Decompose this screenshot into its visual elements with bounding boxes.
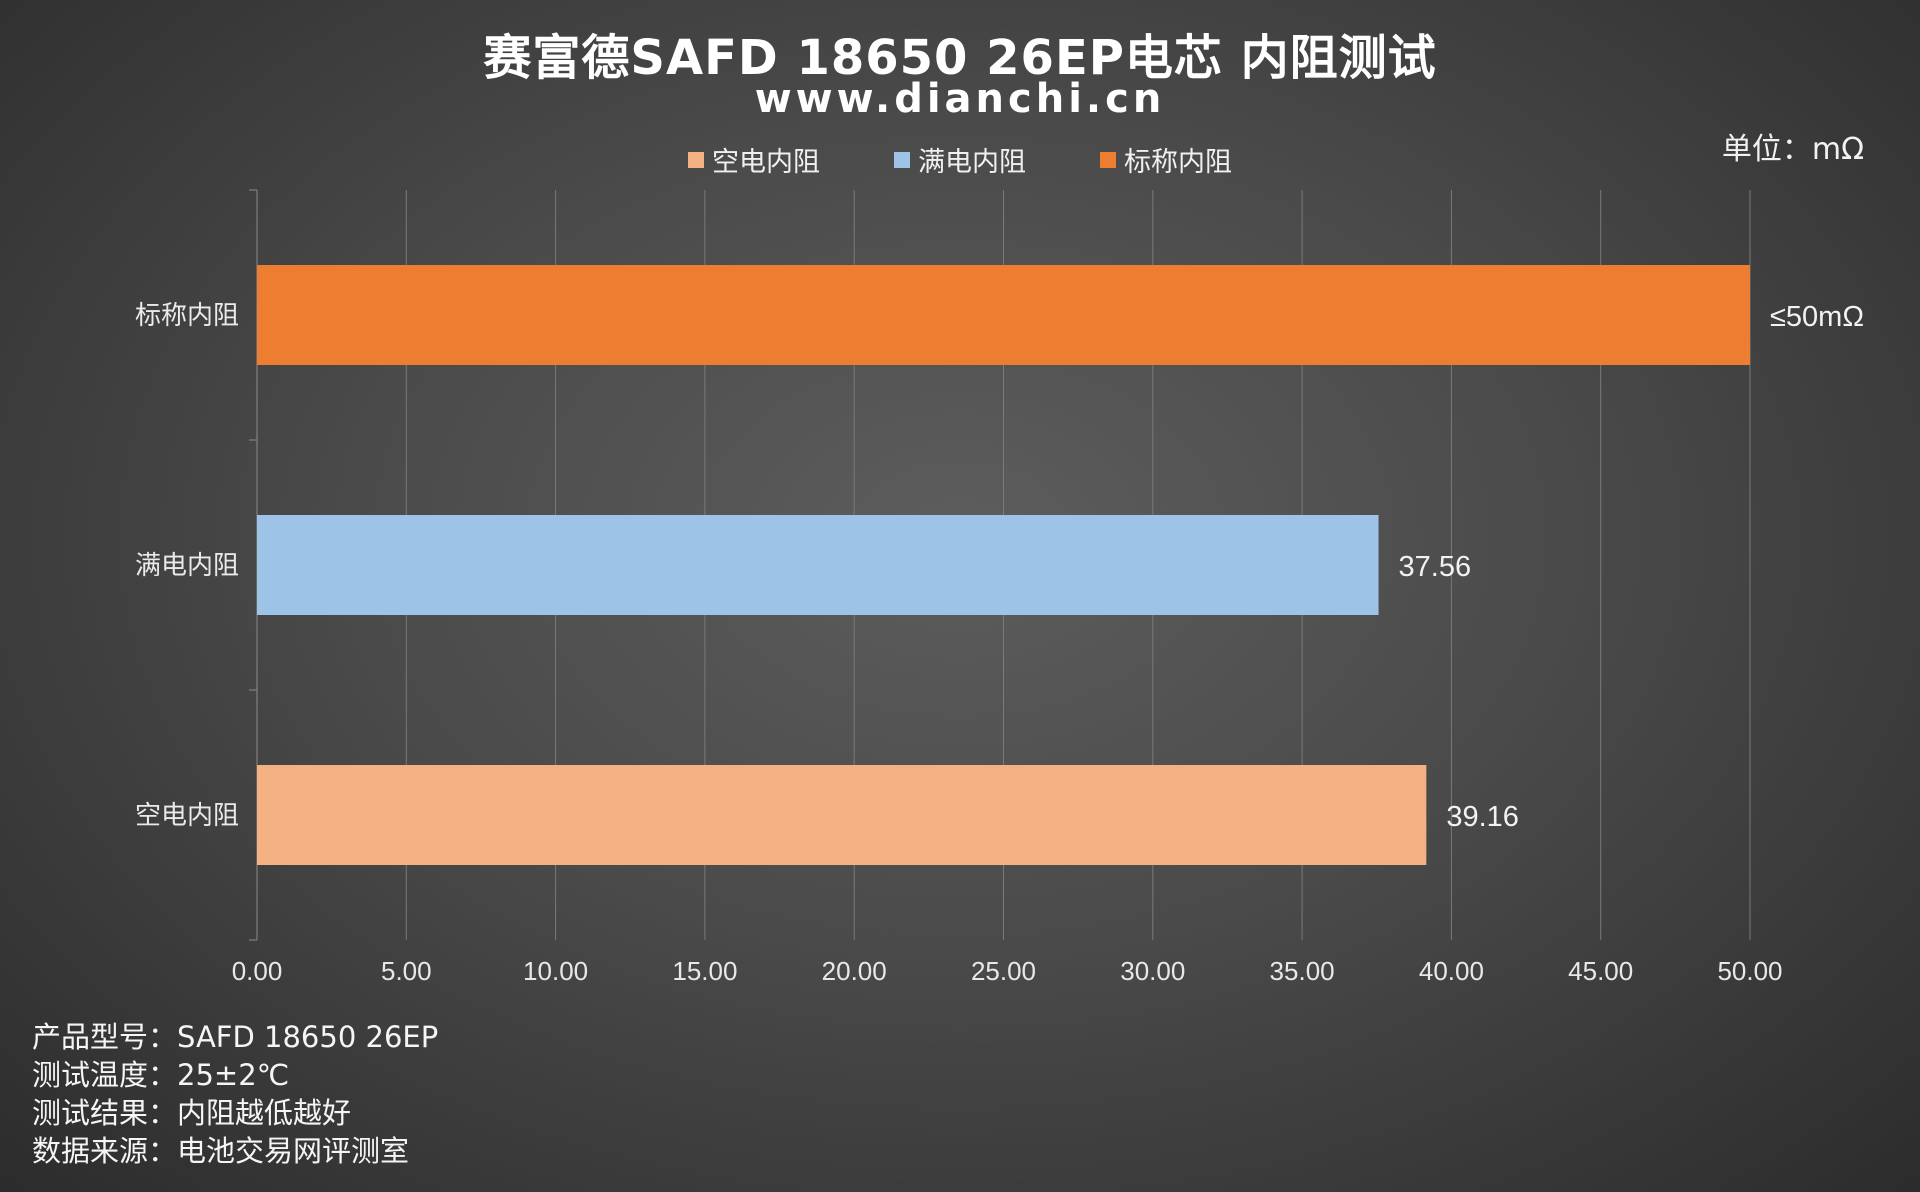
y-category-label: 空电内阻 <box>135 801 239 831</box>
x-tick-label: 25.00 <box>971 956 1036 986</box>
footer-key-temperature: 测试温度： <box>32 1058 178 1092</box>
x-tick-label: 50.00 <box>1717 956 1782 986</box>
bar <box>257 765 1427 865</box>
bar-data-label: 37.56 <box>1399 551 1472 583</box>
legend-label-nominal: 标称内阻 <box>1124 147 1232 178</box>
chart-title: 赛富德SAFD 18650 26EP电芯 内阻测试 <box>483 30 1437 86</box>
footer-row-result: 测试结果：内阻越低越好 <box>32 1094 438 1132</box>
bar <box>257 265 1750 365</box>
legend-swatch-full <box>894 151 910 168</box>
chart-subtitle-website: www.dianchi.cn <box>754 76 1166 122</box>
legend-label-full: 满电内阻 <box>918 147 1026 178</box>
unit-label: 单位：mΩ <box>1721 132 1864 167</box>
x-tick-label: 15.00 <box>672 956 737 986</box>
x-tick-label: 5.00 <box>381 956 432 986</box>
x-tick-label: 10.00 <box>523 956 588 986</box>
legend-swatch-empty <box>688 151 704 168</box>
bar <box>257 515 1379 615</box>
legend-item-nominal: 标称内阻 <box>1100 140 1232 179</box>
bar-data-label: 39.16 <box>1446 801 1519 833</box>
footer-value-result: 内阻越低越好 <box>177 1096 352 1130</box>
footer-value-source: 电池交易网评测室 <box>177 1134 410 1168</box>
bar-chart: 0.00 5.00 10.00 15.00 20.00 25.00 30.00 35.00 40… <box>135 189 1864 986</box>
x-tick-label: 20.00 <box>822 956 887 986</box>
x-tick-label: 30.00 <box>1120 956 1185 986</box>
y-category-label: 满电内阻 <box>135 551 239 581</box>
legend-item-full: 满电内阻 <box>894 140 1026 179</box>
footer-value-model: SAFD 18650 26EP <box>177 1020 439 1054</box>
legend-swatch-nominal <box>1100 151 1116 168</box>
x-tick-label: 40.00 <box>1419 956 1484 986</box>
legend-item-empty: 空电内阻 <box>688 140 820 179</box>
legend-label-empty: 空电内阻 <box>712 147 820 178</box>
x-tick-label: 0.00 <box>232 956 283 986</box>
footer-key-model: 产品型号： <box>32 1020 178 1054</box>
footer-key-result: 测试结果： <box>32 1096 178 1130</box>
footer-info: 产品型号：SAFD 18650 26EP 测试温度：25±2℃ 测试结果：内阻越… <box>32 1018 438 1170</box>
x-tick-label: 35.00 <box>1270 956 1335 986</box>
bar-data-label: ≤50mΩ <box>1770 301 1864 333</box>
footer-row-model: 产品型号：SAFD 18650 26EP <box>32 1018 438 1056</box>
footer-row-temperature: 测试温度：25±2℃ <box>32 1056 438 1094</box>
x-tick-label: 45.00 <box>1568 956 1633 986</box>
legend: 空电内阻 满电内阻 标称内阻 <box>0 140 1920 179</box>
footer-value-temperature: 25±2℃ <box>177 1058 290 1092</box>
footer-row-source: 数据来源：电池交易网评测室 <box>32 1132 438 1170</box>
y-category-label: 标称内阻 <box>135 301 239 331</box>
footer-key-source: 数据来源： <box>32 1134 178 1168</box>
